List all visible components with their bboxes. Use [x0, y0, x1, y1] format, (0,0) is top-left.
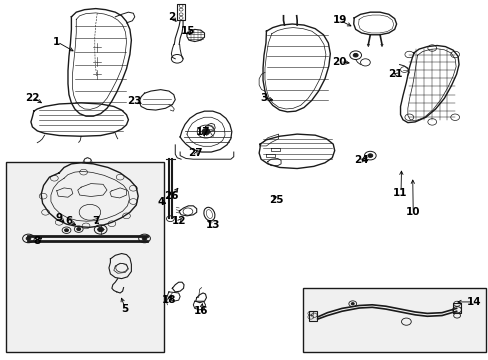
- Text: 15: 15: [181, 26, 195, 36]
- Text: 27: 27: [188, 148, 203, 158]
- Text: 22: 22: [25, 93, 40, 103]
- Text: 6: 6: [65, 216, 72, 226]
- Text: 7: 7: [92, 216, 99, 226]
- Text: 13: 13: [205, 220, 220, 230]
- Circle shape: [77, 228, 81, 230]
- Circle shape: [352, 53, 357, 57]
- Text: 19: 19: [332, 15, 346, 26]
- Bar: [5, 162, 163, 352]
- Text: 25: 25: [268, 195, 283, 205]
- Text: 2: 2: [167, 12, 175, 22]
- Text: 26: 26: [164, 191, 178, 201]
- Text: 18: 18: [162, 295, 176, 305]
- Circle shape: [350, 303, 353, 305]
- Text: 5: 5: [121, 304, 128, 314]
- Circle shape: [64, 229, 68, 231]
- Text: 11: 11: [392, 188, 407, 198]
- Text: 17: 17: [195, 127, 210, 136]
- Text: 21: 21: [387, 69, 402, 79]
- Circle shape: [202, 129, 209, 134]
- Text: 9: 9: [56, 213, 62, 222]
- Circle shape: [142, 237, 147, 240]
- Text: 23: 23: [127, 96, 142, 106]
- Bar: [303, 288, 485, 352]
- Text: 8: 8: [34, 236, 41, 246]
- Text: 24: 24: [353, 155, 368, 165]
- Text: 16: 16: [193, 306, 207, 316]
- Circle shape: [26, 237, 31, 240]
- Text: 20: 20: [332, 57, 346, 67]
- Text: 1: 1: [53, 37, 61, 47]
- Text: 12: 12: [171, 216, 185, 226]
- Circle shape: [367, 154, 372, 157]
- Polygon shape: [308, 311, 316, 320]
- Text: 10: 10: [405, 207, 419, 217]
- Circle shape: [98, 227, 103, 231]
- Text: 3: 3: [260, 93, 267, 103]
- Text: 14: 14: [466, 297, 480, 307]
- Text: 4: 4: [158, 197, 165, 207]
